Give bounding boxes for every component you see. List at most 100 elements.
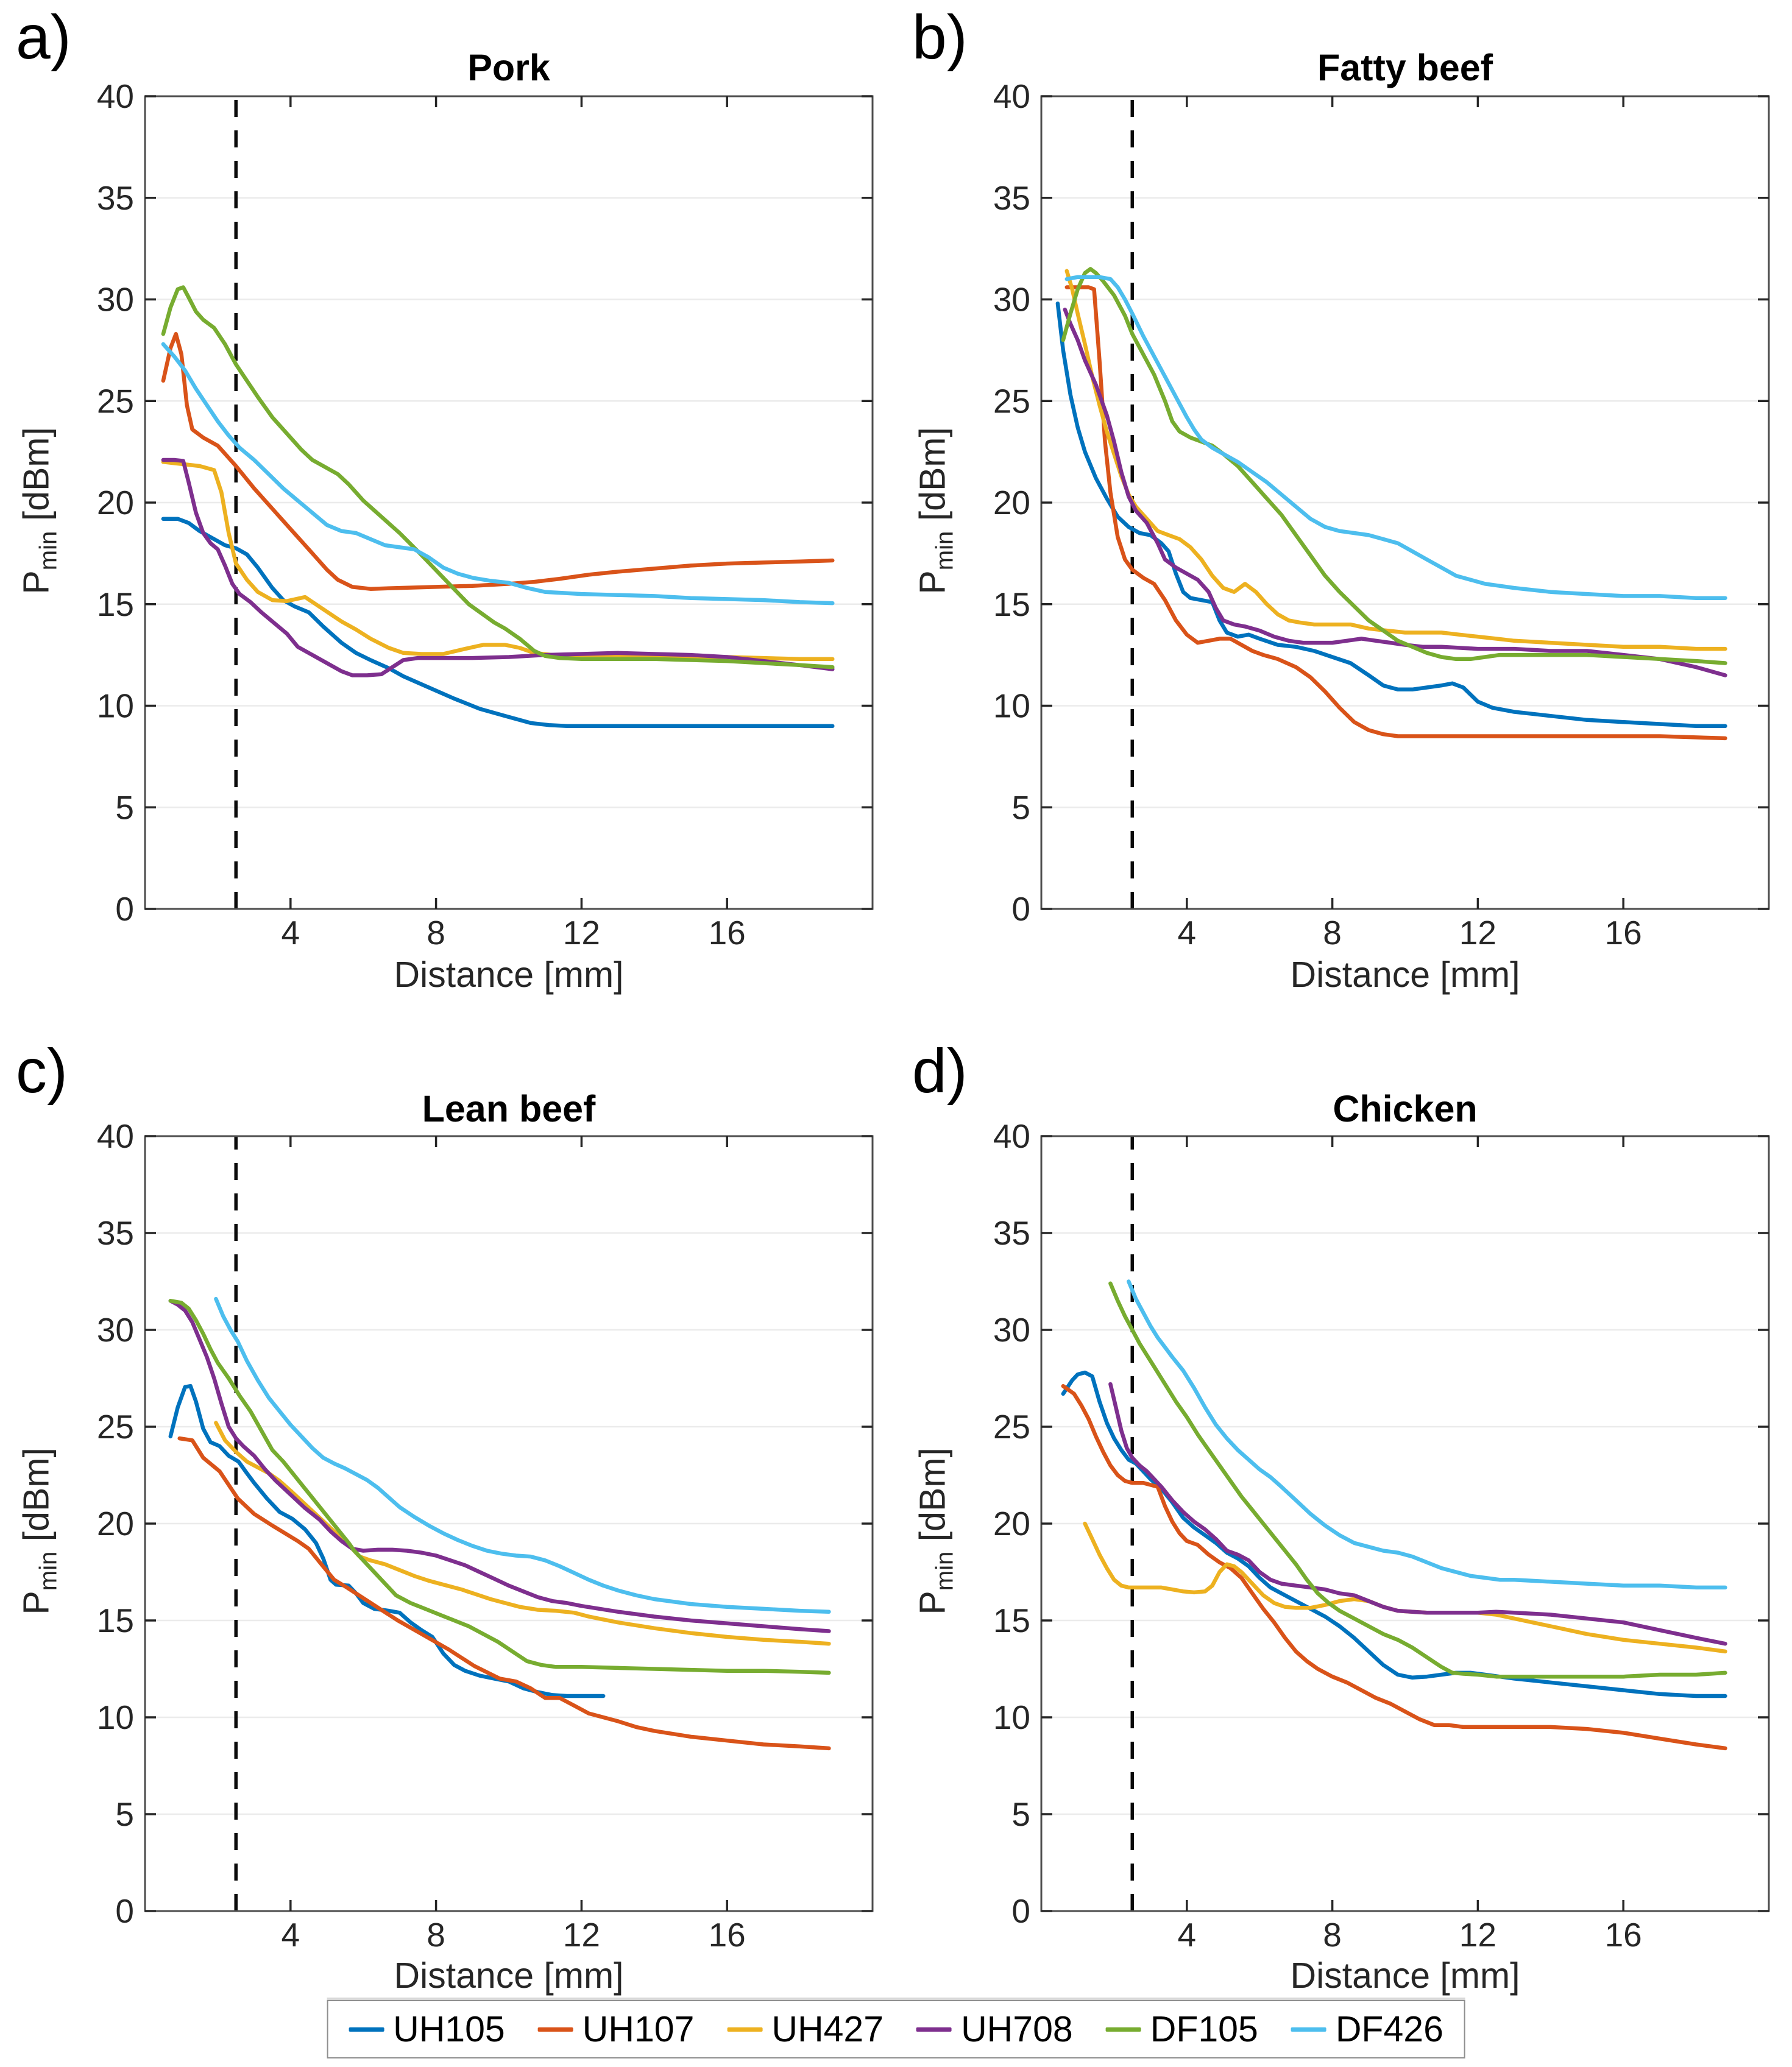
y-tick-label: 20 xyxy=(993,484,1030,521)
panel-letter-a: a) xyxy=(16,2,71,72)
legend-item-uh427: UH427 xyxy=(727,2009,884,2050)
x-tick-label: 8 xyxy=(427,1916,445,1954)
y-tick-label: 0 xyxy=(1011,890,1030,928)
legend-line-swatch xyxy=(349,2027,384,2032)
x-axis-label: Distance [mm] xyxy=(394,955,624,995)
y-tick-label: 10 xyxy=(97,1698,134,1736)
x-tick-label: 8 xyxy=(1323,1916,1342,1954)
series-line-df105 xyxy=(168,1299,831,1675)
y-tick-label: 5 xyxy=(1011,1795,1030,1833)
legend-item-uh107: UH107 xyxy=(537,2009,695,2050)
panel-fatty-beef: b) Fatty beef Pmin [dBm] 4 8 12 16 0 5 10 15 20 2… xyxy=(896,0,1792,1034)
series-line-df105 xyxy=(1108,1281,1727,1679)
y-tick-label: 15 xyxy=(97,1602,134,1639)
x-tick-label: 12 xyxy=(563,1916,600,1954)
legend-item-df426: DF426 xyxy=(1291,2009,1443,2050)
y-tick-label: 0 xyxy=(115,1892,134,1930)
y-tick-label: 40 xyxy=(993,77,1030,115)
y-tick-label: 25 xyxy=(993,382,1030,420)
plot-area-pork: 4 8 12 16 0 5 10 15 20 25 30 35 40 xyxy=(97,77,874,952)
y-tick-label: 40 xyxy=(993,1117,1030,1155)
legend: UH105 UH107 UH427 UH708 DF105 DF426 xyxy=(327,2000,1465,2058)
y-tick-label: 5 xyxy=(115,788,134,826)
y-tick-label: 35 xyxy=(993,1214,1030,1252)
x-tick-label: 4 xyxy=(1178,1916,1197,1954)
series-line-uh107 xyxy=(161,331,835,591)
y-tick-label: 25 xyxy=(97,1408,134,1446)
y-tick-label: 20 xyxy=(993,1505,1030,1542)
x-axis-label: Distance [mm] xyxy=(1290,955,1520,995)
x-axis-label: Distance [mm] xyxy=(394,1956,624,1996)
y-tick-label: 25 xyxy=(97,382,134,420)
y-tick-label: 10 xyxy=(97,687,134,725)
legend-item-df105: DF105 xyxy=(1105,2009,1258,2050)
legend-label: UH708 xyxy=(961,2009,1073,2049)
y-tick-label: 15 xyxy=(97,585,134,623)
x-tick-label: 8 xyxy=(427,914,445,952)
panel-letter-c: c) xyxy=(16,1036,68,1106)
x-tick-label: 4 xyxy=(282,1916,300,1954)
plot-area-fatty-beef: 4 8 12 16 0 5 10 15 20 25 30 35 40 xyxy=(993,77,1770,952)
series-line-uh708 xyxy=(168,1299,831,1633)
series-line-uh107 xyxy=(1061,1383,1727,1751)
series-line-uh708 xyxy=(161,458,835,677)
x-tick-label: 16 xyxy=(709,1916,746,1954)
y-tick-label: 10 xyxy=(993,687,1030,725)
y-tick-label: 5 xyxy=(115,1795,134,1833)
x-tick-label: 4 xyxy=(1178,914,1197,952)
panel-lean-beef: c) Lean beef Pmin [dBm] 4 8 12 16 0 5 10 15 20 25… xyxy=(0,1034,896,2067)
y-tick-label: 30 xyxy=(97,1311,134,1349)
y-tick-label: 5 xyxy=(1011,788,1030,826)
legend-item-uh708: UH708 xyxy=(916,2009,1073,2050)
x-tick-label: 4 xyxy=(282,914,300,952)
panel-title: Chicken xyxy=(1333,1088,1478,1129)
panel-title: Lean beef xyxy=(422,1088,596,1129)
x-tick-label: 16 xyxy=(1605,914,1642,952)
legend-label: UH427 xyxy=(771,2009,884,2049)
legend-line-swatch xyxy=(727,2027,763,2032)
y-tick-label: 10 xyxy=(993,1698,1030,1736)
series-line-uh107 xyxy=(1064,285,1727,741)
y-tick-label: 15 xyxy=(993,1602,1030,1639)
x-tick-label: 12 xyxy=(1459,914,1496,952)
series-line-df105 xyxy=(161,285,835,670)
y-tick-label: 30 xyxy=(993,1311,1030,1349)
plot-area-chicken: 4 8 12 16 0 5 10 15 20 25 30 35 40 xyxy=(993,1117,1770,1954)
series-line-uh708 xyxy=(1108,1382,1727,1646)
panel-title: Fatty beef xyxy=(1317,47,1493,88)
series-line-df426 xyxy=(161,342,835,606)
legend-item-uh105: UH105 xyxy=(349,2009,505,2050)
series-line-uh107 xyxy=(177,1436,831,1751)
panel-letter-d: d) xyxy=(912,1036,968,1106)
y-tick-label: 30 xyxy=(97,281,134,319)
y-tick-label: 30 xyxy=(993,281,1030,319)
series-line-uh708 xyxy=(1063,307,1727,677)
series-line-uh105 xyxy=(1061,1370,1727,1698)
legend-label: UH107 xyxy=(582,2009,695,2049)
panel-letter-b: b) xyxy=(912,2,968,72)
panel-title: Pork xyxy=(467,47,550,88)
panel-pork: a) Pork Pmin [dBm] 4 8 12 16 0 5 10 15 20 25 30 35 4… xyxy=(0,0,896,1034)
y-tick-label: 35 xyxy=(993,179,1030,217)
legend-label: UH105 xyxy=(393,2009,505,2049)
legend-label: DF426 xyxy=(1335,2009,1443,2049)
panel-chicken: d) Chicken Pmin [dBm] 4 8 12 16 0 5 10 15 20 25 30… xyxy=(896,1034,1792,2067)
series-line-uh427 xyxy=(161,460,835,662)
y-tick-label: 0 xyxy=(1011,1892,1030,1930)
y-tick-label: 15 xyxy=(993,585,1030,623)
legend-line-swatch xyxy=(916,2027,952,2032)
series-line-uh427 xyxy=(1064,269,1727,651)
y-tick-label: 35 xyxy=(97,1214,134,1252)
x-tick-label: 12 xyxy=(1459,1916,1496,1954)
y-tick-label: 25 xyxy=(993,1408,1030,1446)
x-tick-label: 8 xyxy=(1323,914,1342,952)
x-tick-label: 12 xyxy=(563,914,600,952)
series-line-df426 xyxy=(1064,275,1727,600)
series-line-uh427 xyxy=(1083,1521,1727,1654)
y-tick-label: 40 xyxy=(97,77,134,115)
x-tick-label: 16 xyxy=(709,914,746,952)
y-tick-label: 20 xyxy=(97,484,134,521)
series-line-df426 xyxy=(214,1296,831,1614)
legend-line-swatch xyxy=(1105,2027,1141,2032)
